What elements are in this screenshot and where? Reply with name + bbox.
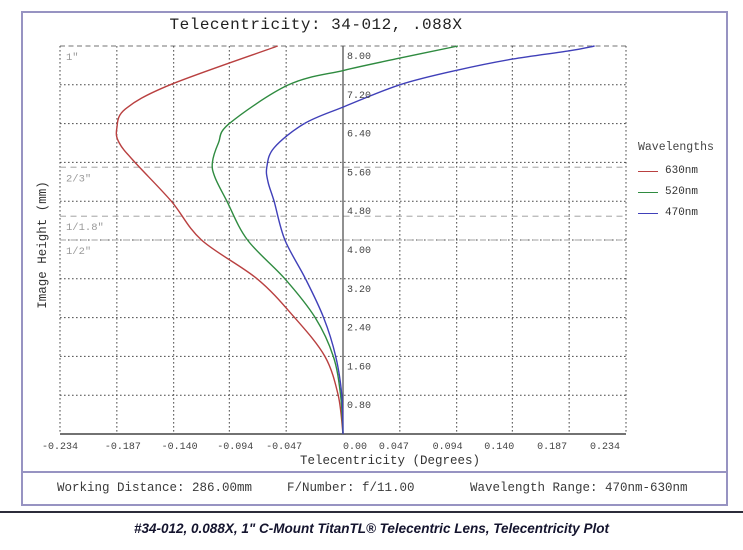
sensor-format-label: 1" — [66, 52, 79, 64]
x-tick-label: 0.187 — [537, 442, 567, 453]
x-tick-label: 0.140 — [484, 442, 514, 453]
x-tick-label: 0.047 — [379, 442, 409, 453]
figure-caption: #34-012, 0.088X, 1" C-Mount TitanTL® Tel… — [134, 521, 609, 536]
sensor-format-lines: 1" 2/3" 1/1.8" 1/2" — [60, 52, 626, 258]
x-tick-label: -0.187 — [105, 442, 141, 453]
sensor-format-label: 2/3" — [66, 173, 91, 185]
working-distance-value: Working Distance: 286.00mm — [57, 481, 253, 495]
legend-entries: 630nm 520nm 470nm — [638, 165, 738, 219]
legend-label: 520nm — [665, 186, 699, 198]
caption-divider — [0, 511, 743, 513]
y-tick-label: 4.00 — [347, 246, 371, 257]
curve-470nm — [265, 45, 595, 435]
tick-labels: 0.80 1.60 2.40 3.20 4.00 4.80 5.60 6.40 7.20 8.00… — [42, 52, 620, 453]
x-tick-label: -0.140 — [162, 442, 198, 453]
y-tick-label: 5.60 — [347, 168, 371, 179]
legend-label: 470nm — [665, 207, 699, 219]
x-axis-title: Telecentricity (Degrees) — [300, 454, 480, 468]
x-tick-label: -0.047 — [266, 442, 302, 453]
x-tick-label: -0.234 — [42, 442, 78, 453]
legend-swatch-470nm — [638, 212, 658, 214]
y-tick-label: 0.80 — [347, 401, 371, 412]
curve-630nm — [115, 45, 344, 435]
x-tick-label: 0.00 — [343, 442, 367, 453]
y-tick-label: 6.40 — [347, 130, 371, 141]
legend-entry-630nm: 630nm — [638, 165, 738, 177]
sensor-format-label: 1/1.8" — [66, 222, 104, 234]
y-tick-label: 7.20 — [347, 91, 371, 102]
y-tick-label: 1.60 — [347, 362, 371, 373]
y-tick-label: 4.80 — [347, 207, 371, 218]
info-bar: Working Distance: 286.00mm F/Number: f/1… — [21, 471, 728, 506]
y-tick-label: 3.20 — [347, 285, 371, 296]
y-axis-title: Image Height (mm) — [36, 181, 50, 309]
sensor-format-label: 1/2" — [66, 246, 91, 258]
legend-label: 630nm — [665, 165, 699, 177]
x-tick-label: -0.094 — [217, 442, 253, 453]
y-tick-label: 8.00 — [347, 52, 371, 63]
chart-title: Telecentricity: 34-012, .088X — [169, 16, 463, 34]
legend-swatch-520nm — [638, 191, 658, 193]
f-number-value: F/Number: f/11.00 — [287, 481, 415, 495]
plot-panel — [21, 11, 728, 473]
x-tick-label: 0.234 — [590, 442, 620, 453]
curve-520nm — [211, 45, 459, 435]
y-tick-label: 2.40 — [347, 324, 371, 335]
grid — [59, 45, 627, 434]
legend-entry-470nm: 470nm — [638, 207, 738, 219]
legend-title: Wavelengths — [638, 141, 714, 154]
legend: Wavelengths 630nm 520nm 470nm — [638, 141, 738, 228]
legend-swatch-630nm — [638, 170, 658, 172]
legend-entry-520nm: 520nm — [638, 186, 738, 198]
x-tick-label: 0.094 — [433, 442, 463, 453]
wavelength-range-value: Wavelength Range: 470nm-630nm — [470, 481, 688, 495]
